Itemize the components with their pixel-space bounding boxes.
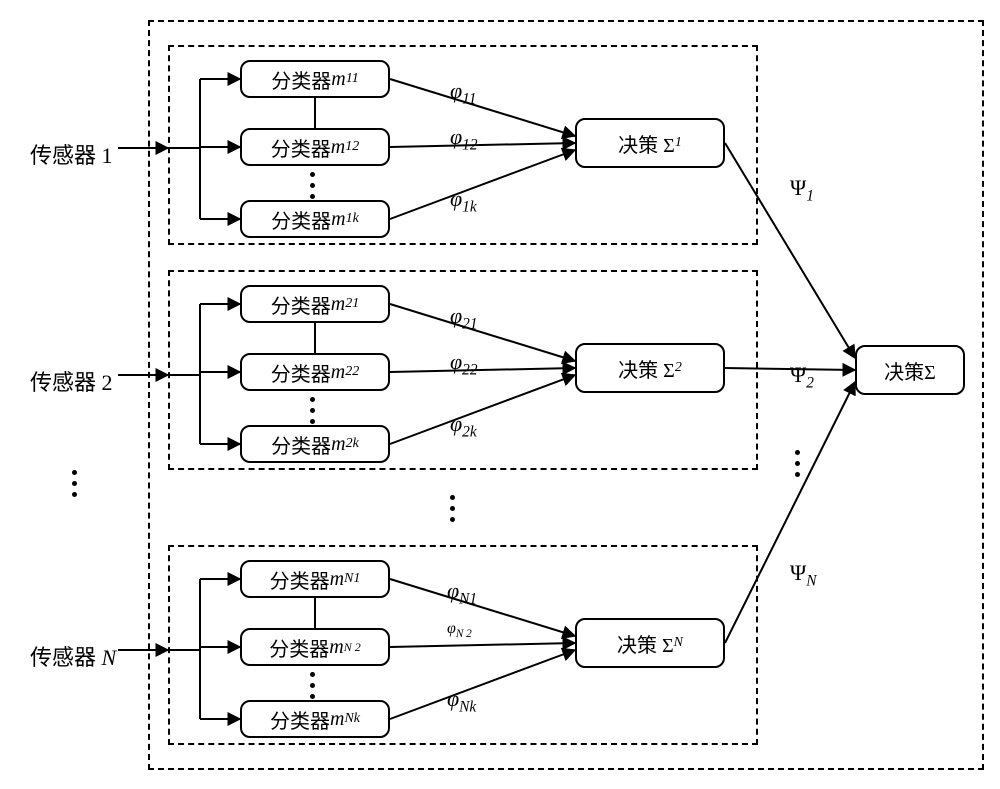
classifier-ellipsis-2 — [310, 672, 315, 699]
local-decision-box-0: 决策 Σ1 — [575, 118, 725, 168]
local-decision-box-2: 决策 ΣN — [575, 618, 725, 668]
groups-ellipsis — [450, 495, 455, 522]
psi-label-2: ΨN — [790, 560, 817, 590]
classifier-ellipsis-1 — [310, 397, 315, 424]
phi-label-1-1: φ22 — [450, 349, 478, 379]
classifier-box-0-2: 分类器 m1k — [240, 200, 390, 238]
classifier-box-2-0: 分类器 mN1 — [240, 560, 390, 598]
phi-label-1-0: φ21 — [450, 303, 478, 333]
classifier-box-0-0: 分类器 m11 — [240, 60, 390, 98]
final-decision-box: 决策Σ — [855, 345, 965, 395]
psi-label-1: Ψ2 — [790, 362, 814, 392]
phi-label-2-1: φN 2 — [447, 620, 472, 640]
classifier-box-1-1: 分类器 m22 — [240, 353, 390, 391]
phi-label-1-2: φ2k — [450, 411, 477, 441]
classifier-box-1-0: 分类器m21 — [240, 285, 390, 323]
diagram-canvas: 传感器 1 传感器 2 传感器 N 分类器 m11 分类器 m12 分类器 m1k φ11 φ… — [0, 0, 1000, 789]
sensor-label-1: 传感器 2 — [30, 365, 113, 397]
phi-label-2-2: φNk — [447, 686, 476, 716]
phi-label-0-1: φ12 — [450, 124, 478, 154]
classifier-box-2-1: 分类器 mN 2 — [240, 628, 390, 666]
phi-label-2-0: φN1 — [447, 578, 477, 608]
classifier-box-0-1: 分类器 m12 — [240, 128, 390, 166]
sensor-ellipsis — [72, 470, 77, 497]
phi-label-0-0: φ11 — [450, 78, 476, 108]
local-decision-box-1: 决策 Σ2 — [575, 343, 725, 393]
classifier-ellipsis-0 — [310, 172, 315, 199]
psi-ellipsis — [795, 450, 800, 477]
sensor-label-0: 传感器 1 — [30, 138, 113, 170]
phi-label-0-2: φ1k — [450, 186, 477, 216]
sensor-label-2: 传感器 N — [30, 640, 116, 672]
psi-label-0: Ψ1 — [790, 175, 814, 205]
classifier-box-2-2: 分类器 mNk — [240, 700, 390, 738]
classifier-box-1-2: 分类器 m2k — [240, 425, 390, 463]
